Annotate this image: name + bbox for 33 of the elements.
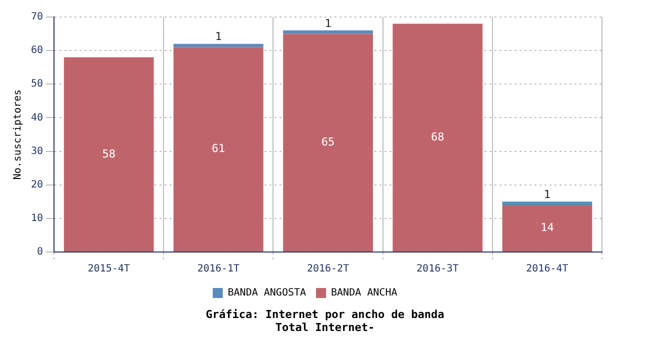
y-tick-label: 60 (30, 45, 44, 56)
data-label: 58 (102, 147, 116, 160)
bar (392, 24, 483, 252)
data-label: 1 (544, 188, 551, 201)
legend-label: BANDA ANCHA (331, 288, 398, 299)
text: Total Internet- (274, 321, 376, 334)
y-tick-label: 10 (30, 213, 44, 224)
x-tick-label: 2015-4T (88, 264, 130, 275)
y-tick-label: 30 (30, 146, 44, 157)
data-label: 68 (430, 130, 444, 144)
bar (283, 30, 373, 34)
bar (173, 47, 264, 252)
data-label: 1 (324, 16, 332, 30)
legend-label: BANDA ANGOSTA (228, 288, 306, 299)
y-tick-label: 20 (30, 179, 44, 190)
bar (502, 202, 592, 205)
data-label: 1 (215, 30, 222, 44)
data-label: 14 (540, 221, 554, 234)
x-tick-label: 2016-1T (197, 264, 240, 275)
y-tick-label: 40 (30, 112, 44, 124)
bar (283, 34, 373, 252)
x-tick-label: 2016-4T (526, 264, 568, 275)
x-tick-label: 2016-3T (416, 264, 459, 275)
bar (502, 205, 592, 252)
y-tick-label: 0 (37, 246, 44, 258)
text: Gráfica: Internet por ancho de banda (204, 308, 446, 321)
bar (64, 57, 154, 252)
y-axis-title: No.suscriptores (12, 89, 24, 180)
data-label: 61 (212, 142, 226, 156)
data-label: 65 (321, 136, 335, 148)
y-tick-label: 50 (30, 78, 44, 90)
y-tick-label: 70 (30, 12, 44, 23)
x-tick-label: 2016-2T (306, 264, 350, 275)
